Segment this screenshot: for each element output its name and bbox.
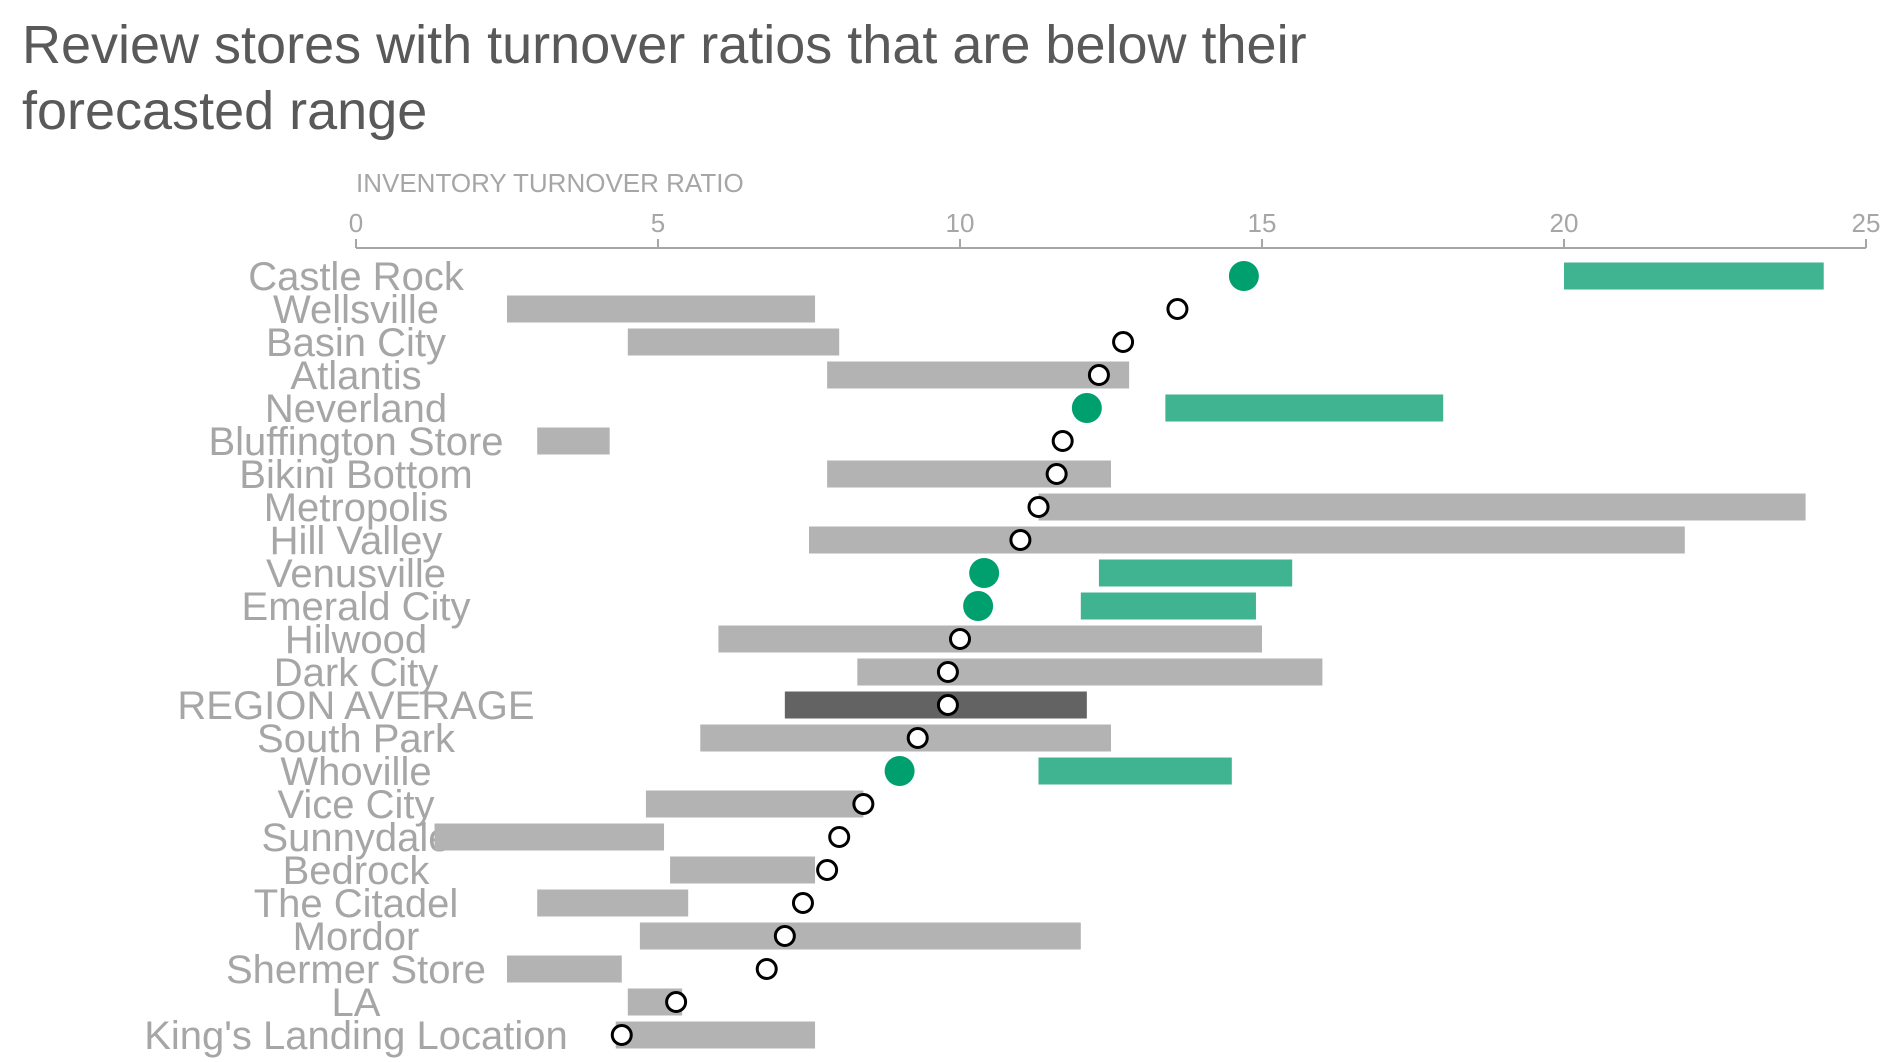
chart-title-line-1: Review stores with turnover ratios that … bbox=[22, 15, 1307, 75]
category-label-venusville: Venusville bbox=[266, 552, 446, 596]
actual-dot-the-citadel bbox=[791, 892, 814, 914]
actual-dot-la bbox=[665, 991, 688, 1013]
actual-dot-whoville bbox=[884, 756, 915, 786]
range-bar-south-park bbox=[700, 724, 1111, 752]
category-label-metropolis: Metropolis bbox=[264, 486, 449, 530]
range-bar-basin-city bbox=[627, 328, 840, 356]
category-label-bikini-bottom: Bikini Bottom bbox=[239, 453, 472, 497]
category-label-whoville: Whoville bbox=[280, 750, 431, 794]
category-label-la: LA bbox=[332, 981, 381, 1025]
category-label-emerald-city: Emerald City bbox=[242, 585, 471, 629]
range-bar-mordor bbox=[639, 922, 1081, 950]
category-label-mordor: Mordor bbox=[293, 915, 420, 959]
category-label-wellsville: Wellsville bbox=[273, 288, 439, 332]
range-bar-whoville bbox=[1038, 757, 1232, 785]
range-bar-bluffington-store bbox=[537, 427, 610, 455]
range-bar-region-average bbox=[784, 691, 1087, 719]
category-label-king-s-landing-location: King's Landing Location bbox=[144, 1014, 568, 1058]
actual-dot-wellsville bbox=[1166, 298, 1189, 320]
range-bar-sunnydale bbox=[434, 823, 665, 851]
range-bar-venusville bbox=[1098, 559, 1293, 587]
range-bar-vice-city bbox=[645, 790, 864, 818]
actual-dot-vice-city bbox=[852, 793, 875, 815]
category-label-basin-city: Basin City bbox=[266, 321, 446, 365]
x-tick-label: 5 bbox=[651, 208, 665, 238]
actual-dot-atlantis bbox=[1087, 364, 1110, 386]
range-bar-bikini-bottom bbox=[827, 460, 1111, 488]
actual-dot-shermer-store bbox=[755, 958, 778, 980]
range-bar-wellsville bbox=[507, 295, 816, 323]
actual-dot-hilwood bbox=[949, 628, 971, 650]
actual-dot-venusville bbox=[969, 558, 1000, 588]
category-label-vice-city: Vice City bbox=[277, 783, 434, 827]
x-tick-label: 15 bbox=[1248, 208, 1277, 238]
actual-dot-bikini-bottom bbox=[1045, 463, 1068, 485]
category-label-bedrock: Bedrock bbox=[283, 849, 431, 893]
x-axis: 0 5 10 15 20 25 bbox=[349, 208, 1881, 249]
x-tick-label: 25 bbox=[1852, 208, 1881, 238]
range-bars bbox=[434, 262, 1824, 1049]
actual-dot-bedrock bbox=[816, 859, 839, 881]
range-bar-the-citadel bbox=[537, 889, 689, 917]
actual-dot-sunnydale bbox=[828, 826, 851, 848]
x-tick-label: 10 bbox=[946, 208, 975, 238]
chart-title: Review stores with turnover ratios that … bbox=[22, 12, 1522, 144]
actual-dot-emerald-city bbox=[963, 591, 994, 621]
category-label-atlantis: Atlantis bbox=[290, 354, 421, 398]
actual-dot-king-s-landing-location bbox=[610, 1024, 633, 1046]
x-axis-title: INVENTORY TURNOVER RATIO bbox=[356, 168, 744, 198]
category-label-hilwood: Hilwood bbox=[285, 618, 427, 662]
category-label-shermer-store: Shermer Store bbox=[226, 948, 486, 992]
range-bar-neverland bbox=[1165, 394, 1444, 422]
category-label-the-citadel: The Citadel bbox=[254, 882, 459, 926]
x-tick-label: 0 bbox=[349, 208, 363, 238]
range-bar-hill-valley bbox=[809, 526, 1685, 554]
actual-dot-bluffington-store bbox=[1051, 430, 1074, 452]
actual-dot-mordor bbox=[773, 925, 796, 947]
chart-title-line-2: forecasted range bbox=[22, 81, 428, 141]
actual-dot-castle-rock bbox=[1228, 261, 1259, 291]
x-tick-label: 20 bbox=[1550, 208, 1579, 238]
actual-dot-metropolis bbox=[1027, 496, 1050, 518]
range-bar-castle-rock bbox=[1564, 262, 1824, 290]
actual-dot-hill-valley bbox=[1009, 529, 1032, 551]
range-bar-atlantis bbox=[827, 361, 1130, 389]
category-label-hill-valley: Hill Valley bbox=[270, 519, 443, 563]
actual-dot-region-average bbox=[936, 694, 959, 716]
range-bar-emerald-city bbox=[1080, 592, 1256, 620]
category-label-south-park: South Park bbox=[257, 717, 456, 761]
range-bar-dark-city bbox=[857, 658, 1323, 686]
category-label-sunnydale: Sunnydale bbox=[261, 816, 450, 860]
actual-dot-dark-city bbox=[936, 661, 959, 683]
category-label-dark-city: Dark City bbox=[274, 651, 438, 695]
actual-dot-south-park bbox=[906, 727, 929, 749]
actual-dot-neverland bbox=[1071, 393, 1102, 423]
category-label-neverland: Neverland bbox=[265, 387, 447, 431]
category-label-region-average: REGION AVERAGE bbox=[177, 684, 534, 728]
range-bar-shermer-store bbox=[507, 955, 622, 983]
actual-markers bbox=[610, 261, 1259, 1046]
category-label-castle-rock: Castle Rock bbox=[248, 255, 465, 299]
category-label-bluffington-store: Bluffington Store bbox=[208, 420, 503, 464]
range-bar-metropolis bbox=[1038, 493, 1806, 521]
actual-dot-basin-city bbox=[1112, 331, 1135, 353]
range-bar-king-s-landing-location bbox=[615, 1021, 816, 1049]
range-bar-bedrock bbox=[670, 856, 816, 884]
range-bar-hilwood bbox=[718, 625, 1262, 653]
